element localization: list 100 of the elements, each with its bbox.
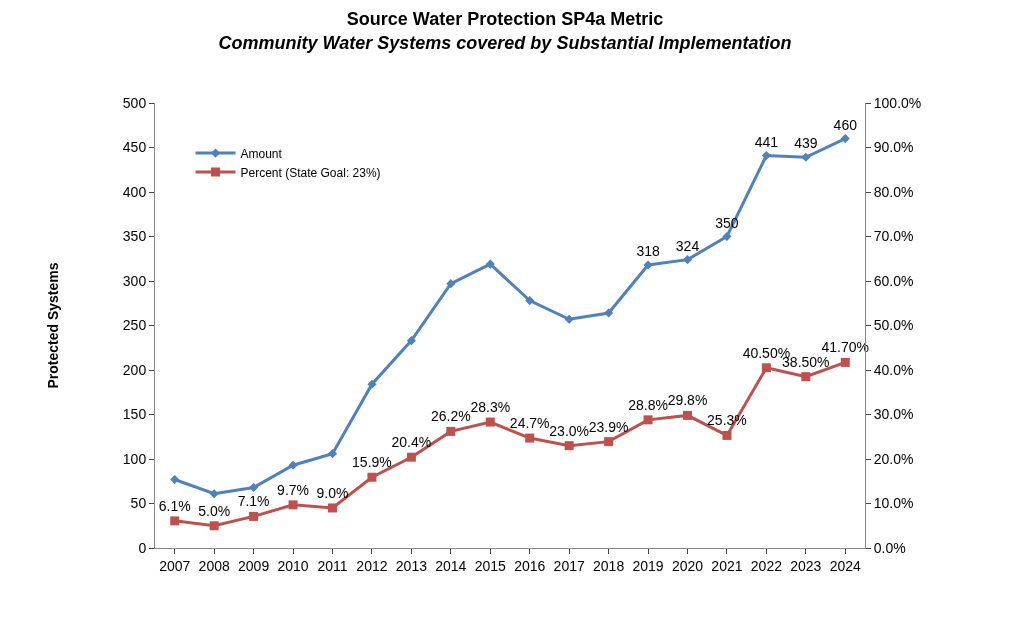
point	[643, 415, 653, 425]
data-label: 439	[794, 135, 818, 152]
data-label: 28.3%	[470, 398, 511, 415]
x-tick-label: 2015	[474, 557, 507, 574]
x-tick-label: 2012	[356, 557, 388, 574]
point	[682, 255, 693, 265]
point	[249, 482, 259, 493]
point	[525, 433, 535, 443]
data-label: 15.9%	[352, 454, 392, 471]
data-label: 324	[675, 237, 700, 254]
point	[249, 511, 259, 521]
point	[604, 308, 614, 318]
x-tick-label: 2019	[632, 557, 664, 574]
data-label: 23.9%	[588, 418, 629, 435]
point	[722, 430, 732, 440]
y2-tick-label: 100.0%	[873, 94, 922, 111]
point	[840, 357, 850, 367]
point	[485, 259, 495, 269]
data-label: 9.7%	[277, 481, 310, 498]
legend-label: Amount	[240, 146, 283, 161]
y2-tick-label: 0.0%	[873, 539, 906, 556]
point	[170, 516, 180, 526]
x-tick-label: 2020	[671, 557, 704, 574]
data-label: 5.0%	[198, 502, 231, 519]
point	[722, 231, 732, 242]
data-label: 7.1%	[237, 493, 270, 510]
point	[564, 314, 574, 324]
x-tick-label: 2014	[435, 557, 467, 574]
point	[604, 437, 614, 447]
point	[564, 441, 574, 451]
data-label: 29.8%	[667, 392, 708, 409]
data-label: 26.2%	[430, 408, 471, 425]
y2-tick-label: 70.0%	[873, 228, 914, 245]
data-label: 24.7%	[509, 414, 550, 431]
y-tick-label: 150	[122, 406, 147, 423]
x-tick-label: 2017	[553, 557, 585, 574]
point	[170, 474, 180, 485]
data-label: 41.70%	[821, 339, 870, 356]
data-label: 9.0%	[316, 484, 349, 501]
data-label: 460	[833, 116, 858, 133]
point	[288, 460, 298, 470]
point	[367, 472, 377, 482]
point	[683, 410, 692, 420]
point	[367, 379, 377, 389]
x-tick-label: 2007	[159, 557, 191, 574]
point	[288, 500, 298, 510]
point	[525, 296, 535, 306]
chart-title: Source Water Protection SP4a Metric	[346, 9, 664, 30]
x-tick-label: 2018	[593, 557, 625, 574]
point	[327, 449, 338, 459]
x-tick-label: 2024	[829, 557, 862, 574]
point	[761, 363, 771, 373]
point	[328, 503, 337, 513]
x-tick-label: 2010	[277, 557, 309, 574]
point	[840, 134, 850, 144]
data-label: 441	[754, 133, 779, 150]
chart-subtitle: Community Water Systems covered by Substantial Implementation	[218, 32, 792, 53]
point	[406, 452, 416, 462]
x-tick-label: 2021	[711, 557, 743, 574]
y-tick-label: 250	[122, 317, 147, 334]
x-tick-label: 2008	[198, 557, 230, 574]
y2-tick-label: 10.0%	[873, 495, 914, 512]
y2-tick-label: 80.0%	[873, 183, 914, 200]
point	[761, 150, 771, 161]
y-tick-label: 350	[122, 228, 147, 245]
point	[485, 417, 495, 427]
y-tick-label: 300	[122, 272, 147, 289]
y-tick-label: 200	[122, 361, 147, 378]
x-tick-label: 2009	[238, 557, 270, 574]
y2-tick-label: 90.0%	[873, 139, 914, 156]
point	[209, 521, 219, 531]
y-tick-label: 450	[122, 139, 147, 156]
data-label: 23.0%	[549, 422, 590, 439]
legend-label: Percent (State Goal: 23%)	[240, 165, 381, 180]
y2-tick-label: 60.0%	[873, 272, 914, 289]
y2-tick-label: 30.0%	[873, 406, 914, 423]
data-label: 318	[636, 243, 660, 260]
point	[406, 336, 416, 346]
x-tick-label: 2016	[514, 557, 546, 574]
y-axis-title: Protected Systems	[45, 262, 62, 389]
point	[643, 260, 653, 270]
x-tick-label: 2022	[750, 557, 783, 574]
y-tick-label: 50	[130, 495, 147, 512]
y-tick-label: 0	[138, 539, 147, 556]
x-tick-label: 2013	[395, 557, 428, 574]
data-label: 20.4%	[391, 434, 432, 451]
y2-tick-label: 40.0%	[873, 361, 914, 378]
x-tick-label: 2023	[790, 557, 822, 574]
y-tick-label: 500	[122, 94, 147, 111]
point	[801, 152, 811, 162]
y2-tick-label: 20.0%	[873, 450, 914, 467]
point	[209, 489, 219, 499]
x-tick-label: 2011	[317, 557, 348, 574]
point	[801, 372, 811, 382]
y-tick-label: 100	[122, 450, 147, 467]
y2-tick-label: 50.0%	[873, 317, 914, 334]
y-tick-label: 400	[122, 183, 147, 200]
data-label: 6.1%	[158, 497, 191, 514]
point	[446, 279, 456, 289]
data-label: 28.8%	[628, 396, 668, 413]
